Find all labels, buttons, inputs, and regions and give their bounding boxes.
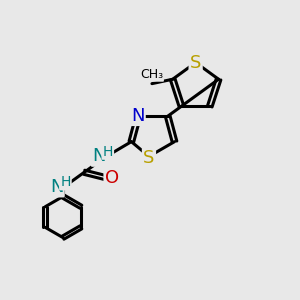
Text: H: H <box>103 145 113 159</box>
Text: CH₃: CH₃ <box>140 68 163 81</box>
Text: H: H <box>60 175 70 189</box>
Text: N: N <box>50 178 63 196</box>
Text: O: O <box>105 169 119 187</box>
Text: N: N <box>131 106 144 124</box>
Text: N: N <box>92 147 106 165</box>
Text: S: S <box>143 149 155 167</box>
Text: S: S <box>190 53 201 71</box>
